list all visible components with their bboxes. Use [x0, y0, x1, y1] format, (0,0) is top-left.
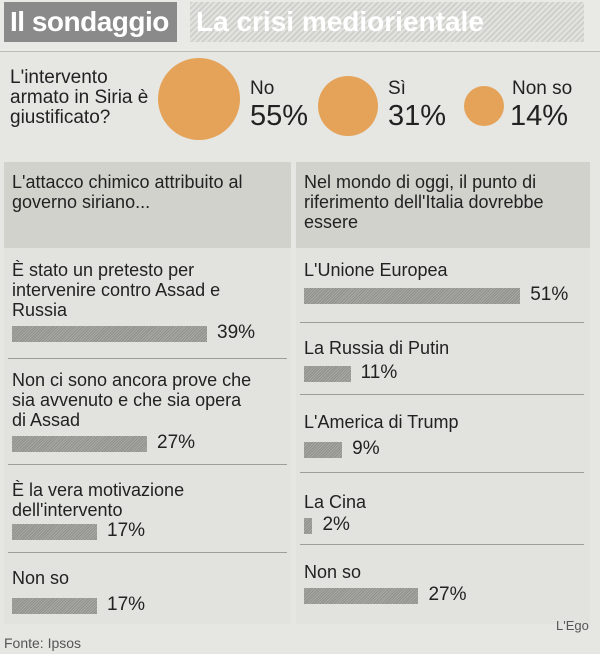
bar: [304, 366, 351, 382]
right-item-label: La Russia di Putin: [304, 338, 450, 358]
page-subtitle: La crisi mediorientale: [190, 2, 584, 42]
left-item-label: È stato un pretesto per intervenire cont…: [12, 260, 221, 320]
bar-value-label: 51%: [530, 284, 569, 305]
right-item-label: Non so: [304, 562, 362, 582]
bar-value-label: 17%: [107, 594, 146, 615]
credit-label: L'Ego: [556, 618, 589, 633]
bar: [304, 588, 419, 604]
left-panel-question-text: L'attacco chimico attribuito al governo …: [12, 172, 243, 212]
left-panel: L'attacco chimico attribuito al governo …: [4, 162, 291, 624]
right-panel-question-text: Nel mondo di oggi, il punto di riferimen…: [304, 172, 544, 232]
bubble-si-pct: 31%: [388, 100, 447, 132]
bubble-nonso-label: Non so: [512, 78, 573, 99]
bar: [304, 442, 343, 458]
divider: [300, 472, 584, 473]
left-item-label: È la vera motivazione dell'intervento: [12, 480, 185, 520]
bar: [12, 436, 147, 452]
top-poll-question: L'intervento armato in Siria è giustific…: [10, 67, 149, 128]
bar: [304, 518, 313, 534]
bar-value-label: 17%: [107, 520, 146, 541]
bar: [12, 524, 97, 540]
header: Il sondaggio La crisi mediorientale: [0, 0, 600, 52]
page-title: Il sondaggio: [4, 2, 177, 42]
right-panel-question: Nel mondo di oggi, il punto di riferimen…: [296, 162, 590, 248]
bubble-nonso-pct: 14%: [510, 100, 569, 132]
bubble-si-label: Sì: [388, 78, 406, 99]
bubble-si: [318, 76, 378, 136]
source-label: Fonte: Ipsos: [4, 635, 82, 651]
left-item-label: Non so: [12, 568, 70, 588]
top-poll: L'intervento armato in Siria è giustific…: [0, 52, 600, 160]
divider: [8, 358, 287, 359]
left-item-label: Non ci sono ancora prove che sia avvenut…: [12, 370, 252, 430]
divider: [8, 464, 287, 465]
bar: [304, 288, 521, 304]
bar-value-label: 2%: [322, 514, 350, 535]
right-item-label: L'Unione Europea: [304, 260, 448, 280]
left-panel-question: L'attacco chimico attribuito al governo …: [4, 162, 291, 248]
bar: [12, 326, 207, 342]
right-item-label: L'America di Trump: [304, 412, 459, 432]
bar-value-label: 39%: [217, 322, 256, 343]
divider: [8, 552, 287, 553]
bar-value-label: 11%: [360, 362, 398, 383]
divider: [300, 544, 584, 545]
divider: [300, 322, 584, 323]
bar-value-label: 27%: [428, 584, 467, 605]
bubble-no-label: No: [250, 78, 275, 99]
right-panel: Nel mondo di oggi, il punto di riferimen…: [296, 162, 590, 624]
bubble-no: [158, 58, 240, 140]
divider: [300, 394, 584, 395]
bubble-nonso: [464, 86, 504, 126]
bar-value-label: 9%: [352, 438, 380, 459]
bar-value-label: 27%: [157, 432, 196, 453]
bubble-no-pct: 55%: [250, 100, 309, 132]
bar: [12, 598, 97, 614]
right-item-label: La Cina: [304, 492, 367, 512]
